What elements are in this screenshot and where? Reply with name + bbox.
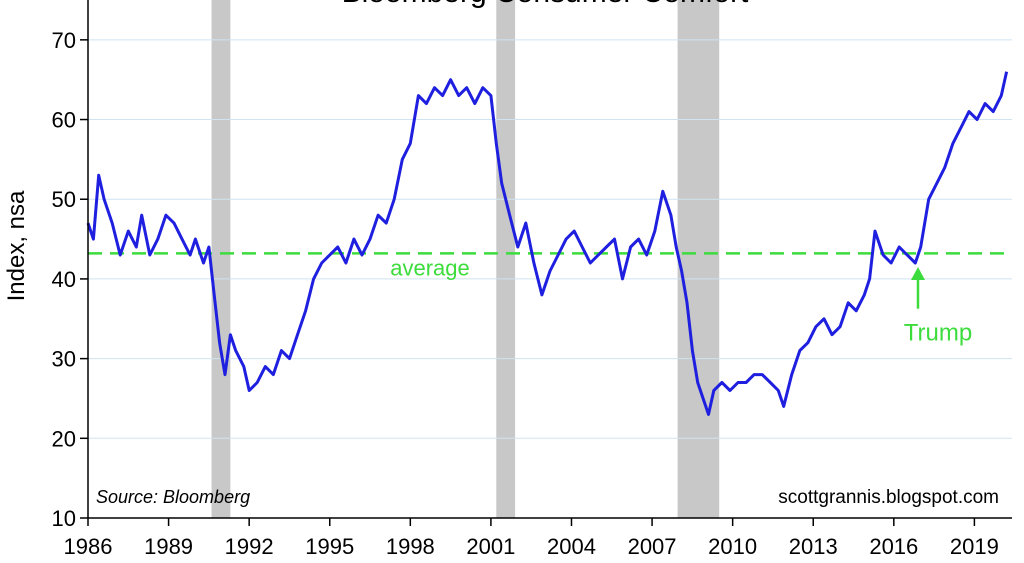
y-tick-70: 70 — [52, 28, 76, 53]
x-tick-1995: 1995 — [305, 534, 354, 559]
x-tick-1986: 1986 — [64, 534, 113, 559]
plot-frame — [87, 0, 1012, 519]
credit-note: scottgrannis.blogspot.com — [778, 487, 999, 508]
source-note: Source: Bloomberg — [96, 487, 250, 507]
y-tick-30: 30 — [52, 347, 76, 372]
y-tick-50: 50 — [52, 187, 76, 212]
x-tick-labels: 1986 1989 1992 1995 1998 2001 2004 2007 2010 2013… — [64, 518, 999, 559]
x-tick-2019: 2019 — [950, 534, 999, 559]
recession-band-3 — [677, 0, 720, 518]
trump-annotation: Trump — [904, 266, 972, 347]
y-tick-40: 40 — [52, 267, 76, 292]
y-tick-10: 10 — [52, 506, 76, 531]
x-tick-2010: 2010 — [708, 534, 757, 559]
chart-title: Bloomberg Consumer Comfort — [342, 0, 749, 9]
recession-band-2 — [496, 0, 516, 518]
average-label: average — [390, 255, 470, 280]
recession-bands — [211, 0, 720, 518]
x-tick-2004: 2004 — [547, 534, 596, 559]
trump-arrowhead — [910, 266, 925, 280]
y-tick-20: 20 — [52, 426, 76, 451]
trump-label: Trump — [904, 320, 972, 347]
x-tick-2013: 2013 — [789, 534, 838, 559]
x-tick-2001: 2001 — [466, 534, 515, 559]
x-tick-1989: 1989 — [144, 534, 193, 559]
y-axis-label: Index, nsa — [3, 190, 30, 301]
series-line — [86, 71, 1009, 416]
x-tick-1998: 1998 — [386, 534, 435, 559]
x-tick-1992: 1992 — [225, 534, 274, 559]
gridlines — [88, 39, 1012, 439]
recession-band-1 — [211, 0, 231, 518]
y-tick-60: 60 — [52, 108, 76, 133]
y-tick-labels: 10 20 30 40 50 60 70 — [52, 28, 88, 531]
x-tick-2016: 2016 — [869, 534, 918, 559]
x-tick-2007: 2007 — [628, 534, 677, 559]
